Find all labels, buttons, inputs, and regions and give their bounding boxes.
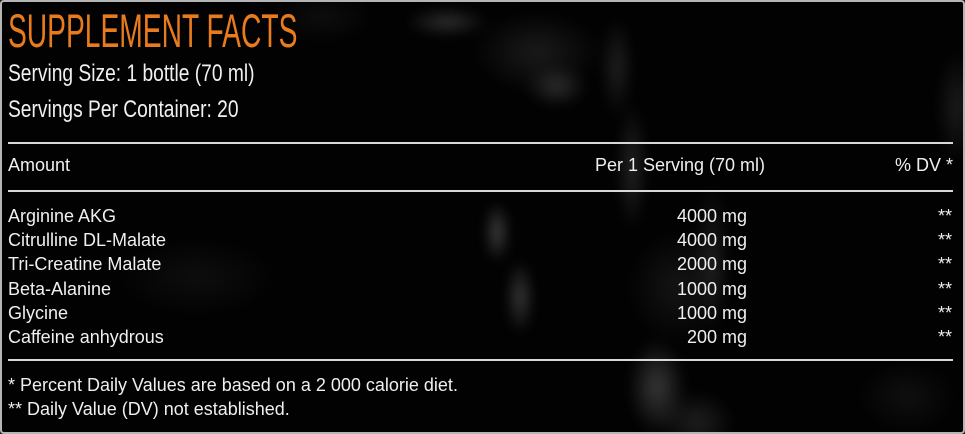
table-row: Glycine 1000 mg ** xyxy=(8,301,953,325)
footnote-dv-basis: * Percent Daily Values are based on a 2 … xyxy=(8,375,458,395)
ingredient-dv: ** xyxy=(937,302,952,323)
ingredient-name: Arginine AKG xyxy=(8,206,117,226)
header-per-serving: Per 1 Serving (70 ml) xyxy=(594,155,765,175)
table-row: Beta-Alanine 1000 mg ** xyxy=(8,277,953,301)
table-row: Tri-Creatine Malate 2000 mg ** xyxy=(8,252,953,276)
page-title: SUPPLEMENT FACTS xyxy=(8,4,298,57)
ingredient-amount: 1000 mg xyxy=(676,278,747,299)
header-amount: Amount xyxy=(8,155,71,175)
table-row: Arginine AKG 4000 mg ** xyxy=(8,204,953,228)
ingredient-amount: 200 mg xyxy=(686,326,747,347)
rule-top xyxy=(8,142,953,144)
ingredient-amount: 2000 mg xyxy=(676,254,747,275)
ingredient-name: Citrulline DL-Malate xyxy=(8,230,167,251)
ingredient-amount: 1000 mg xyxy=(676,302,747,323)
ingredient-amount: 4000 mg xyxy=(676,206,747,226)
ingredient-dv: ** xyxy=(937,278,952,299)
ingredient-dv: ** xyxy=(937,206,952,226)
footnotes: * Percent Daily Values are based on a 2 … xyxy=(8,373,953,421)
ingredient-dv: ** xyxy=(937,326,952,347)
header-dv: % DV * xyxy=(894,155,953,175)
ingredient-amount: 4000 mg xyxy=(676,230,747,251)
ingredient-name: Glycine xyxy=(8,302,69,323)
ingredient-table: Arginine AKG 4000 mg ** Citrulline DL-Ma… xyxy=(8,204,953,349)
ingredient-dv: ** xyxy=(937,254,952,275)
ingredient-name: Caffeine anhydrous xyxy=(8,326,164,347)
table-row: Citrulline DL-Malate 4000 mg ** xyxy=(8,228,953,252)
serving-size-text: Serving Size: 1 bottle (70 ml) xyxy=(8,60,255,87)
table-row: Caffeine anhydrous 200 mg ** xyxy=(8,325,953,349)
table-header-row: Amount Per 1 Serving (70 ml) % DV * xyxy=(8,155,953,179)
rule-footnotes xyxy=(8,359,953,361)
ingredient-name: Tri-Creatine Malate xyxy=(8,254,162,275)
footnote-dv-not-established: ** Daily Value (DV) not established. xyxy=(8,399,290,419)
ingredient-name: Beta-Alanine xyxy=(8,278,112,299)
servings-per-container-text: Servings Per Container: 20 xyxy=(8,96,239,123)
ingredient-dv: ** xyxy=(937,230,952,251)
rule-header-bottom xyxy=(8,190,953,192)
